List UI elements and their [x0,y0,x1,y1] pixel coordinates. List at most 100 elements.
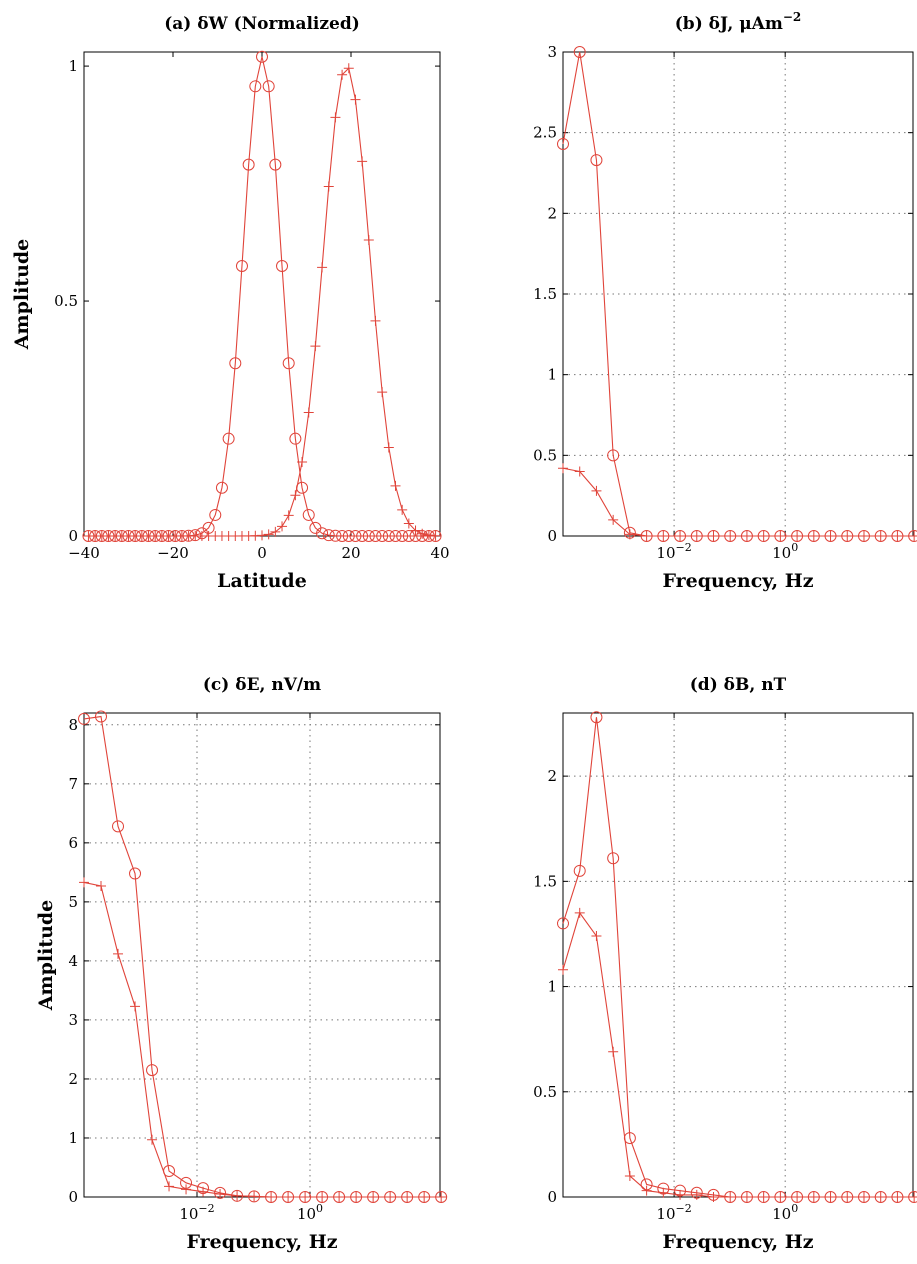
data-point-plus [436,1192,447,1202]
data-point-circle [389,530,402,542]
data-point-plus [337,69,348,80]
data-point-plus [410,525,421,536]
data-point-plus [641,531,652,541]
data-point-circle [342,529,355,542]
data-point-plus [383,442,394,453]
data-point-plus [334,1192,345,1202]
data-point-circle [215,481,228,494]
x-axis-label: Latitude [217,570,307,592]
y-tick-label: 4 [68,952,78,970]
data-point-circle [276,260,289,273]
x-tick-label: 0 [257,544,267,562]
data-point-circle [382,530,395,542]
data-point-plus [741,531,752,541]
series-circle [78,710,448,1203]
chart-title: (c) δE, nV/m [203,675,321,695]
y-tick-label: 6 [68,834,78,852]
data-point-plus [130,1001,141,1012]
data-point-plus [875,1192,886,1202]
data-point-plus [808,531,819,541]
data-point-plus [675,531,686,541]
data-point-plus [758,531,769,541]
data-point-plus [317,1192,328,1202]
data-point-plus [892,531,903,541]
data-point-plus [591,931,602,942]
series-plus [79,877,447,1202]
data-point-plus [198,1186,209,1197]
y-tick-label: 1 [547,366,557,384]
data-point-plus [385,1192,396,1202]
x-tick-exponent: −2 [198,1202,214,1215]
y-tick-label: 0 [547,1188,557,1206]
series-line [562,467,915,537]
series-line [83,881,442,1198]
data-point-circle [235,260,248,273]
data-point-circle [349,529,362,542]
y-tick-label: 1.5 [533,872,557,890]
x-tick-label: −20 [157,544,189,562]
data-point-plus [270,526,281,537]
x-axis-label: Frequency, Hz [662,570,813,592]
data-point-plus [624,529,635,540]
chart-title: (b) δJ, μAm−2 [675,10,801,34]
data-point-circle [557,917,569,930]
y-tick-label: 2 [547,767,557,785]
data-point-circle [316,527,329,540]
data-point-plus [363,235,374,246]
data-point-circle [95,710,108,723]
y-tick-label: 8 [68,716,78,734]
data-point-plus [164,1181,175,1192]
data-point-circle [607,852,620,865]
x-tick-exponent: 0 [791,1202,798,1215]
series-line [562,717,915,1198]
y-tick-label: 1 [68,1129,78,1147]
x-tick-label: 100 [297,1202,323,1223]
x-tick-label: 100 [772,541,798,562]
data-point-plus [357,156,368,167]
series-line [83,715,442,1198]
x-tick-exponent: 0 [791,541,798,554]
y-tick-label: 2 [547,204,557,222]
x-axis-label: Frequency, Hz [186,1231,337,1253]
data-point-plus [300,1192,311,1202]
data-point-plus [842,1192,853,1202]
data-point-plus [875,531,886,541]
data-point-plus [558,964,568,975]
y-tick-label: 0.5 [533,1083,557,1101]
data-point-plus [775,531,786,541]
x-tick-label: 10−2 [179,1202,214,1223]
data-point-plus [892,1192,903,1202]
axes-frame [83,712,441,1198]
data-point-plus [775,1192,786,1202]
data-point-circle [396,530,409,542]
data-point-plus [858,1192,869,1202]
data-point-plus [283,510,294,521]
data-point-plus [574,907,585,918]
data-point-plus [574,466,585,477]
data-point-plus [808,1192,819,1202]
x-tick-label: 100 [772,1202,798,1223]
data-point-circle [329,529,342,542]
data-point-circle [282,357,295,370]
data-point-plus [96,880,107,891]
data-point-plus [641,1185,652,1196]
y-axis-label: Amplitude [35,900,57,1012]
x-tick-exponent: −2 [676,1202,692,1215]
data-point-plus [741,1192,752,1202]
data-point-circle [146,1064,159,1077]
y-tick-label: 0 [68,527,78,545]
data-point-plus [792,531,803,541]
data-point-plus [350,94,361,105]
y-tick-label: 1 [547,978,557,996]
y-tick-label: 0.5 [533,446,557,464]
data-point-circle [573,46,586,58]
y-tick-label: 5 [68,893,78,911]
data-point-circle [429,530,442,542]
series-line [88,67,436,537]
data-point-plus [858,531,869,541]
data-point-circle [78,712,90,725]
data-point-circle [573,864,586,877]
series-plus [558,463,917,541]
data-point-plus [297,457,308,468]
